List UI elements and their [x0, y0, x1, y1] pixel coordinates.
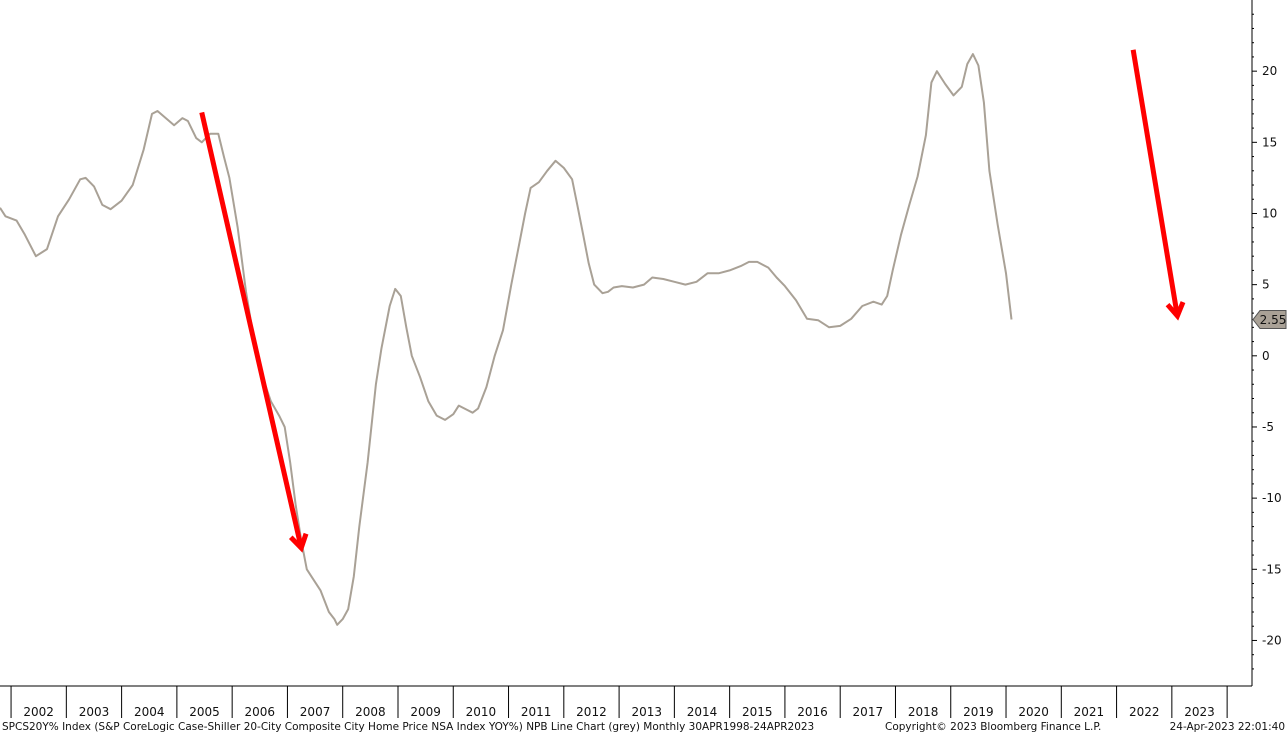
x-tick-label: 2021 — [1074, 705, 1105, 719]
y-tick-label: 0 — [1262, 349, 1270, 363]
arrow-head — [1165, 301, 1186, 321]
x-tick-label: 2007 — [300, 705, 331, 719]
x-tick-label: 2003 — [79, 705, 110, 719]
x-tick-label: 2015 — [742, 705, 773, 719]
x-tick-label: 2022 — [1129, 705, 1160, 719]
series-line — [0, 53, 1013, 626]
annotation-layer — [199, 49, 1186, 553]
x-tick-label: 2004 — [134, 705, 165, 719]
last-value-badge — [1252, 310, 1287, 330]
x-tick-label: 2009 — [410, 705, 441, 719]
y-tick-label: -15 — [1262, 562, 1282, 576]
x-tick-label: 2008 — [355, 705, 386, 719]
y-tick-label: 20 — [1262, 64, 1277, 78]
x-tick-label: 2017 — [853, 705, 884, 719]
footer-copyright: Copyright© 2023 Bloomberg Finance L.P. — [885, 721, 1102, 733]
y-tick-label: 10 — [1262, 206, 1277, 220]
series-layer — [0, 53, 1013, 626]
x-tick-label: 2020 — [1018, 705, 1049, 719]
x-tick-label: 2012 — [576, 705, 607, 719]
y-tick-label: -10 — [1262, 491, 1282, 505]
x-tick-label: 2011 — [521, 705, 552, 719]
last-value-label: 2.55 — [1260, 313, 1287, 327]
arrow-shaft — [199, 111, 304, 549]
x-tick-label: 2002 — [23, 705, 54, 719]
footer-description: SPCS20Y% Index (S&P CoreLogic Case-Shill… — [2, 721, 815, 733]
x-tick-label: 2019 — [963, 705, 994, 719]
x-tick-label: 2010 — [466, 705, 497, 719]
y-tick-label: -20 — [1262, 633, 1282, 647]
x-tick-label: 2006 — [245, 705, 276, 719]
x-tick-label: 2014 — [687, 705, 718, 719]
y-tick-label: -5 — [1262, 420, 1274, 434]
y-tick-label: 15 — [1262, 135, 1277, 149]
arrow-shaft — [1130, 49, 1180, 317]
y-tick-label: 5 — [1262, 278, 1270, 292]
arrow-head — [288, 532, 309, 553]
x-tick-label: 2005 — [189, 705, 220, 719]
x-tick-label: 2018 — [908, 705, 939, 719]
footer-timestamp: 24-Apr-2023 22:01:40 — [1169, 721, 1285, 733]
x-tick-label: 2023 — [1184, 705, 1215, 719]
x-tick-label: 2016 — [797, 705, 828, 719]
x-tick-label: 2013 — [631, 705, 662, 719]
